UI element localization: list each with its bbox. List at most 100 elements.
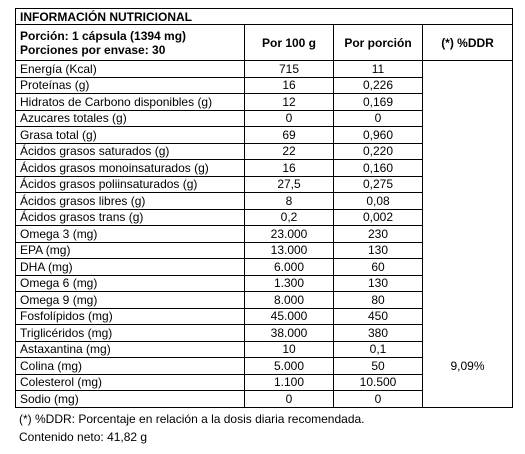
per-100g: 23.000 [244,225,334,243]
nutrient-row: Colina (mg) 5.000 50 9,09% [15,357,514,375]
nutrient-row: Sodio (mg) 0 0 [15,390,514,408]
ddr-cell [421,143,514,160]
per-serving: 50 [333,357,423,375]
nutrient-name: DHA (mg) [15,258,245,276]
per-100g: 8.000 [244,291,334,309]
per-100g: 8 [244,192,334,210]
nutrient-row: Ácidos grasos saturados (g) 22 0,220 [15,142,514,160]
ddr-cell [421,126,514,143]
table-body: INFORMACIÓN NUTRICIONAL Porción: 1 cápsu… [14,8,514,408]
nutrient-row: Ácidos grasos trans (g) 0,2 0,002 [15,208,514,226]
per-serving: 0,275 [333,175,423,193]
nutrient-name: Omega 6 (mg) [15,274,245,292]
per-serving: 0,002 [333,208,423,226]
nutrient-row: Grasa total (g) 69 0,960 [15,126,514,144]
nutrient-name: Ácidos grasos poliinsaturados (g) [15,175,245,193]
nutrient-row: Omega 6 (mg) 1.300 130 [15,274,514,292]
ddr-cell [421,192,514,209]
ddr-cell [421,275,514,292]
nutrient-name: Sodio (mg) [15,390,245,408]
nutrient-row: Ácidos grasos libres (g) 8 0,08 [15,192,514,210]
table-title: INFORMACIÓN NUTRICIONAL [14,8,514,25]
ddr-value: 9,09% [421,357,514,374]
ddr-cell [421,341,514,358]
ddr-cell [421,60,514,77]
nutrient-name: Astaxantina (mg) [15,340,245,358]
per-serving: 80 [333,291,423,309]
per-100g: 715 [244,60,334,78]
per-serving: 130 [333,241,423,259]
serving-cell: Porción: 1 cápsula (1394 mg) Porciones p… [15,24,245,61]
nutrient-name: Fosfolípidos (mg) [15,307,245,325]
nutrient-row: Ácidos grasos poliinsaturados (g) 27,5 0,2… [15,175,514,193]
nutrient-name: Omega 3 (mg) [15,225,245,243]
nutrient-row: Proteínas (g) 16 0,226 [15,76,514,94]
per-100g: 16 [244,159,334,177]
nutrient-row: Hidratos de Carbono disponibles (g) 12 0,1… [15,93,514,111]
nutrient-name: Ácidos grasos libres (g) [15,192,245,210]
per-100g: 0,2 [244,208,334,226]
nutrient-name: Proteínas (g) [15,76,245,94]
per-serving: 0,08 [333,192,423,210]
per-serving: 0 [333,109,423,127]
nutrient-name: Ácidos grasos monoinsaturados (g) [15,159,245,177]
nutrient-name: Colina (mg) [15,357,245,375]
ddr-cell [421,291,514,308]
per-serving: 450 [333,307,423,325]
per-serving: 60 [333,258,423,276]
ddr-cell [421,308,514,325]
per-100g: 22 [244,142,334,160]
nutrient-row: Omega 3 (mg) 23.000 230 [15,225,514,243]
per-serving: 0,169 [333,93,423,111]
ddr-cell [421,176,514,193]
nutrient-row: Fosfolípidos (mg) 45.000 450 [15,307,514,325]
nutrient-name: Ácidos grasos saturados (g) [15,142,245,160]
header-row: Porción: 1 cápsula (1394 mg) Porciones p… [15,24,514,61]
nutrient-row: Astaxantina (mg) 10 0,1 [15,340,514,358]
per-100g: 1.300 [244,274,334,292]
nutrient-name: Azucares totales (g) [15,109,245,127]
per-serving: 0,960 [333,126,423,144]
per-serving: 0 [333,390,423,408]
per-100g: 38.000 [244,324,334,342]
nutrient-name: Colesterol (mg) [15,373,245,391]
nutrient-row: Ácidos grasos monoinsaturados (g) 16 0,160 [15,159,514,177]
column-header: Por porción [333,24,423,61]
per-serving: 11 [333,60,423,78]
column-header: Por 100 g [244,24,334,61]
nutrient-row: Colesterol (mg) 1.100 10.500 [15,373,514,391]
per-serving: 0,220 [333,142,423,160]
per-100g: 1.100 [244,373,334,391]
per-100g: 16 [244,76,334,94]
nutrient-name: Hidratos de Carbono disponibles (g) [15,93,245,111]
per-serving: 130 [333,274,423,292]
title-row: INFORMACIÓN NUTRICIONAL [14,8,514,25]
ddr-cell [421,242,514,259]
per-100g: 0 [244,390,334,408]
column-header: (*) %DDR [421,24,514,61]
nutrient-row: EPA (mg) 13.000 130 [15,241,514,259]
per-100g: 10 [244,340,334,358]
per-serving: 230 [333,225,423,243]
footnote: (*) %DDR: Porcentaje en relación a la do… [19,412,365,426]
per-serving: 0,160 [333,159,423,177]
per-100g: 27,5 [244,175,334,193]
ddr-cell [421,390,514,408]
per-100g: 69 [244,126,334,144]
nutrient-name: Energía (Kcal) [15,60,245,78]
ddr-cell [421,110,514,127]
nutrient-row: DHA (mg) 6.000 60 [15,258,514,276]
servings-per-container: Porciones por envase: 30 [20,42,166,57]
per-100g: 5.000 [244,357,334,375]
per-100g: 0 [244,109,334,127]
ddr-cell [421,77,514,94]
per-serving: 380 [333,324,423,342]
ddr-cell [421,209,514,226]
per-100g: 13.000 [244,241,334,259]
nutrient-row: Energía (Kcal) 715 11 [15,60,514,78]
per-100g: 12 [244,93,334,111]
nutrient-name: EPA (mg) [15,241,245,259]
per-serving: 0,1 [333,340,423,358]
ddr-cell [421,374,514,391]
